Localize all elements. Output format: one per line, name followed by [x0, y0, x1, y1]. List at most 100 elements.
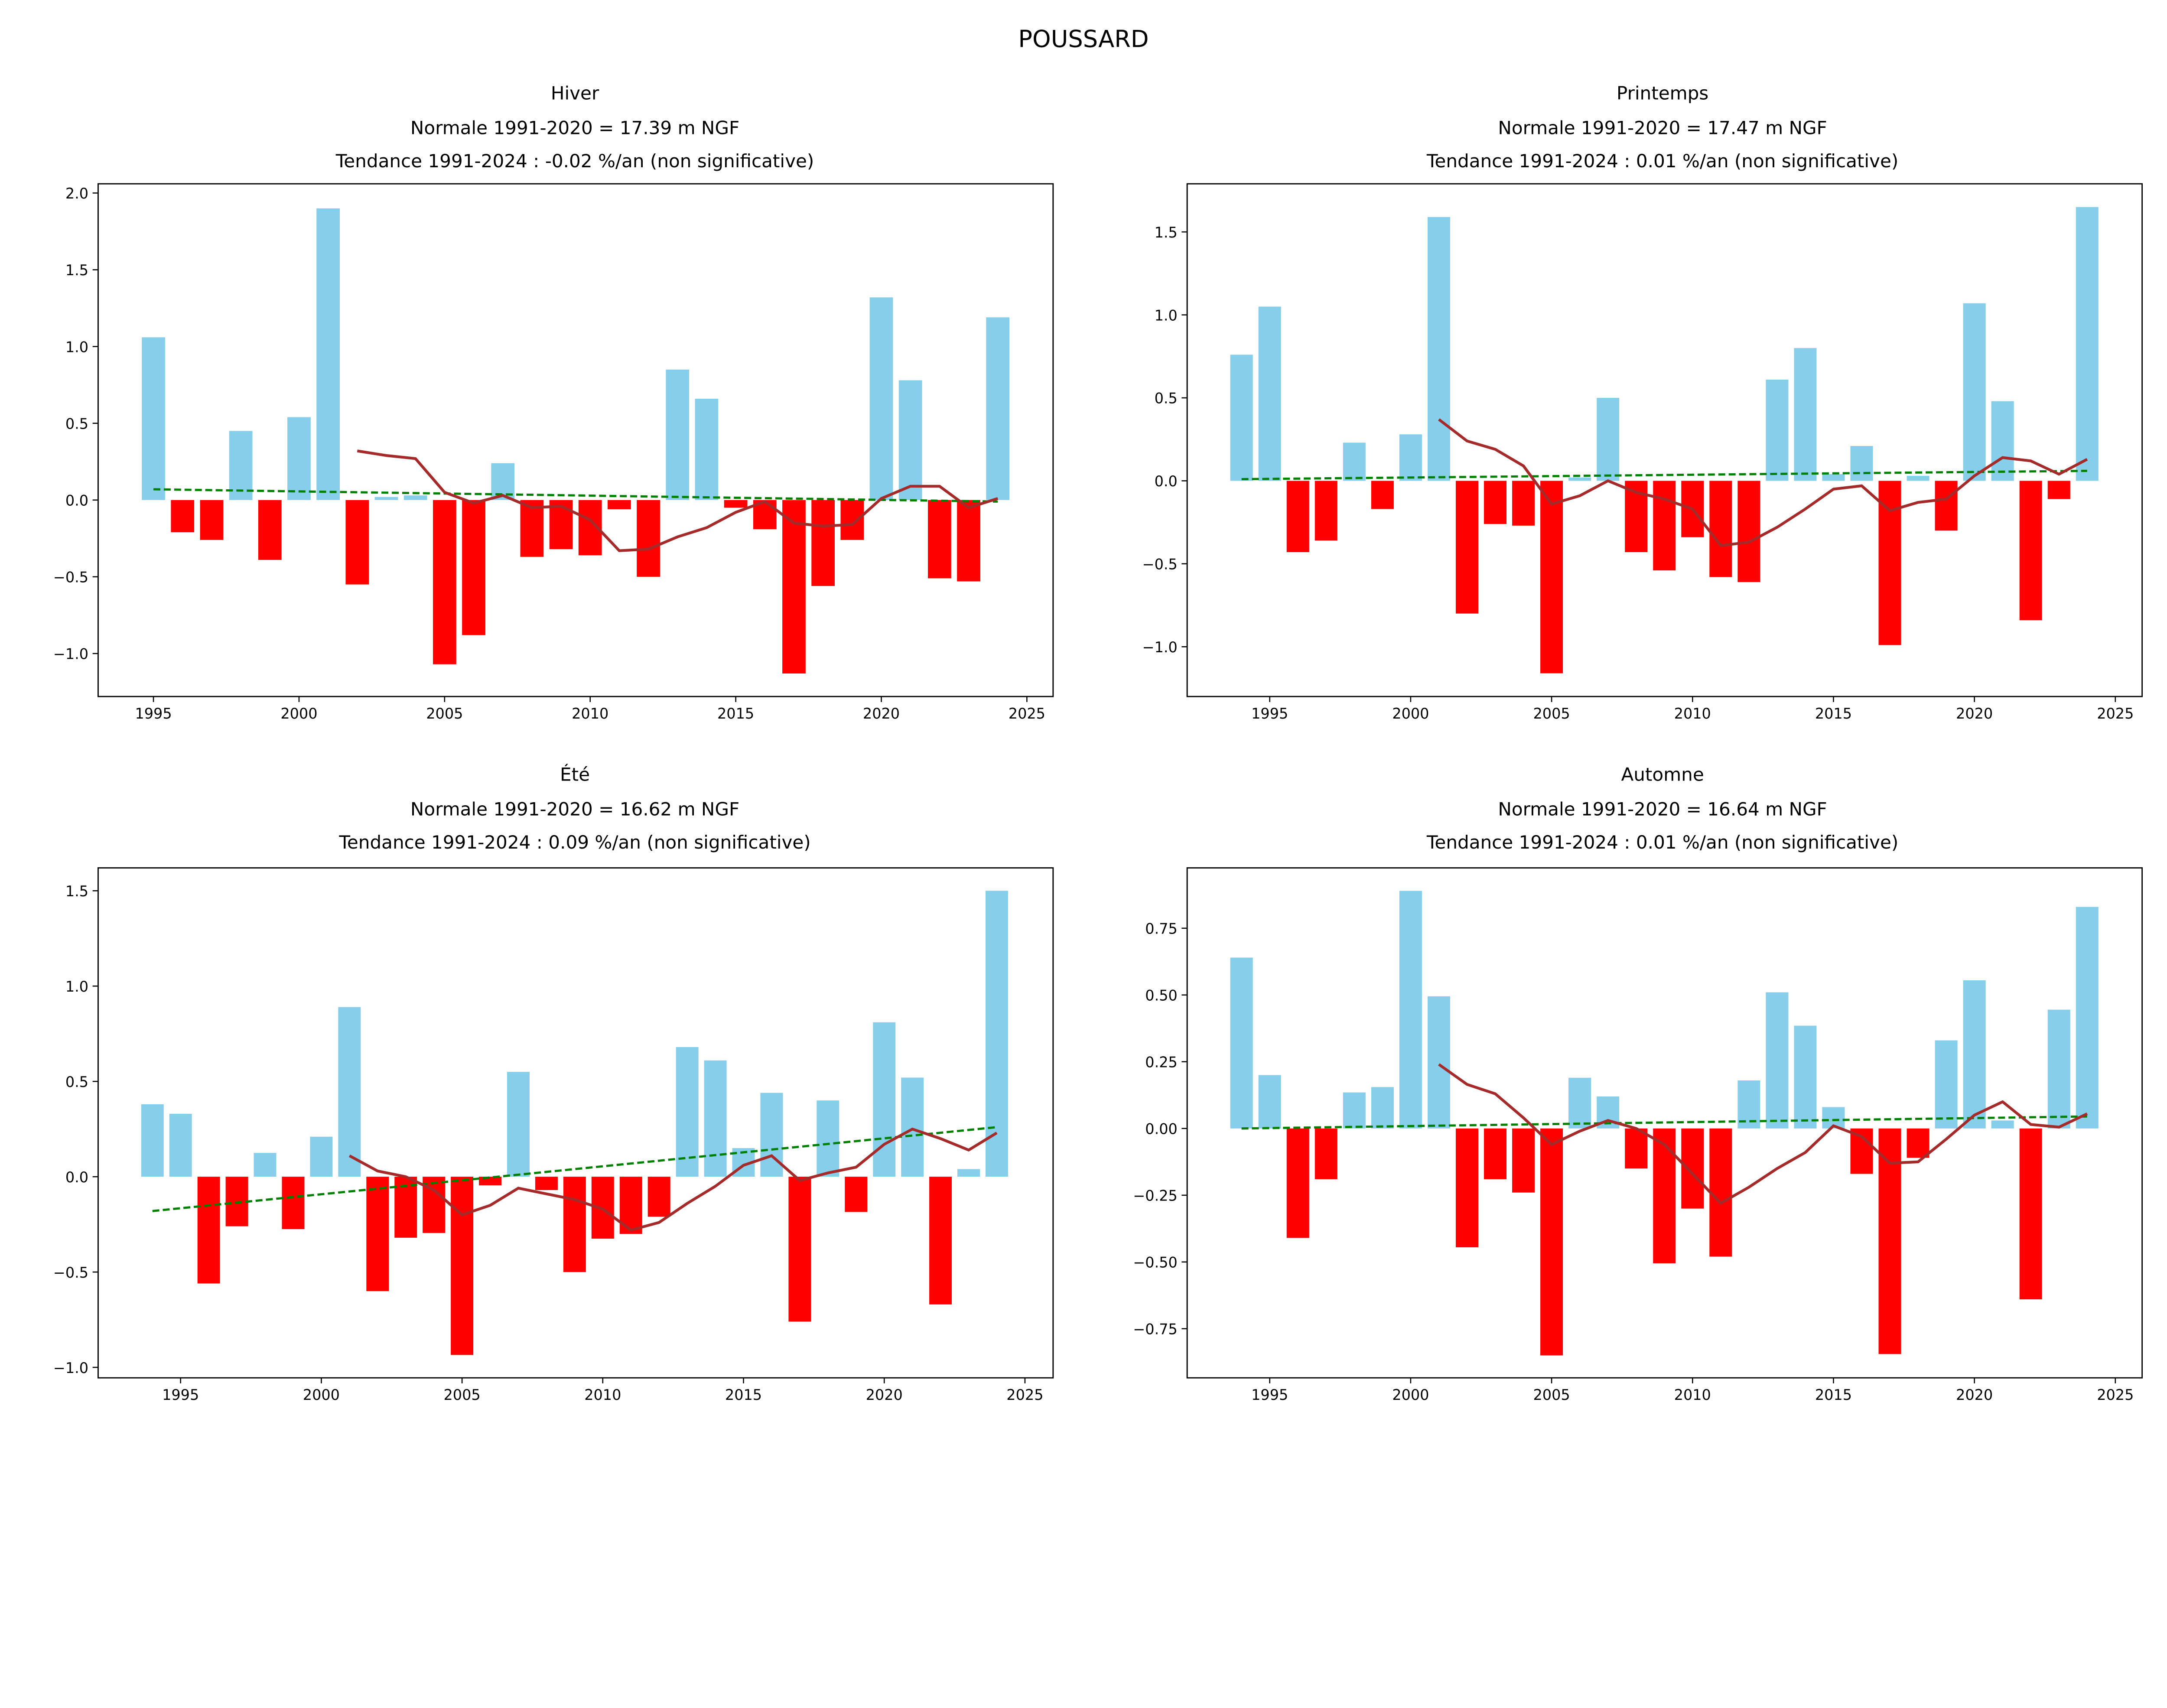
moving-average-line	[1438, 1063, 2088, 1205]
x-tick-label: 2000	[280, 705, 317, 722]
y-tick-label: 1.0	[65, 338, 88, 355]
y-tick-label: 1.5	[65, 262, 88, 279]
bar	[676, 1047, 699, 1177]
x-tick-label: 2010	[1674, 705, 1711, 722]
x-tick-label: 2000	[303, 1386, 340, 1403]
x-tick-label: 2015	[717, 705, 754, 722]
bar	[1512, 1128, 1535, 1193]
bar	[169, 1113, 192, 1177]
bar	[1907, 475, 1929, 481]
bar	[666, 369, 690, 500]
bar	[1850, 446, 1873, 481]
bar	[479, 1177, 502, 1185]
subplot-automne: Automne Normale 1991-2020 = 16.64 m NGF …	[1426, 764, 1898, 853]
bar	[869, 297, 893, 500]
bar	[316, 208, 340, 500]
bar	[462, 500, 485, 635]
axes-frame	[97, 183, 1054, 697]
bar	[258, 500, 282, 560]
bar	[1540, 1128, 1563, 1356]
y-tick-label: −0.5	[1142, 556, 1178, 573]
bar	[2019, 481, 2042, 621]
bar	[637, 500, 660, 577]
y-tick-label: 0.0	[1155, 473, 1178, 490]
subplot-title: Printemps	[1617, 83, 1708, 104]
bar	[1315, 481, 1337, 541]
bar	[1484, 481, 1507, 524]
bar	[898, 380, 922, 500]
bar	[1540, 481, 1563, 673]
trend-line	[1241, 1115, 2087, 1130]
axes-0: 1995 2000 2005 2010 2015 2020 2025 −1.0 −0.5 0.0 0…	[53, 183, 1054, 722]
axes-frame	[1186, 867, 2143, 1379]
bar	[929, 1177, 952, 1305]
bar	[608, 500, 631, 510]
bar	[433, 500, 456, 664]
bar	[2047, 1009, 2070, 1129]
bar	[1766, 379, 1789, 481]
subplot-hiver: Hiver Normale 1991-2020 = 17.39 m NGF Te…	[335, 83, 814, 172]
subplot-trend-text: Tendance 1991-2024 : -0.02 %/an (non sig…	[335, 150, 814, 172]
bar	[811, 500, 835, 586]
trend-line	[152, 1126, 997, 1212]
suptitle: POUSSARD	[1018, 25, 1149, 52]
x-tick-label: 1995	[1251, 705, 1288, 722]
bar	[1286, 1128, 1309, 1238]
bar	[1230, 957, 1253, 1129]
bar	[2076, 907, 2099, 1129]
bar	[1935, 1040, 1958, 1129]
y-tick-label: 1.5	[65, 883, 88, 900]
y-tick-label: −0.25	[1133, 1187, 1178, 1204]
x-tick-label: 2010	[584, 1386, 621, 1403]
bar	[1794, 1025, 1817, 1129]
y-tick-label: −1.0	[1142, 639, 1178, 656]
y-tick-label: −0.50	[1133, 1254, 1178, 1271]
bar	[788, 1177, 811, 1322]
subplot-title: Été	[560, 764, 590, 785]
y-tick-label: 0.0	[65, 492, 88, 509]
bar	[535, 1177, 558, 1190]
moving-average-line	[348, 1127, 998, 1232]
subplot-trend-text: Tendance 1991-2024 : 0.09 %/an (non sign…	[338, 832, 810, 853]
bar	[2019, 1128, 2042, 1300]
bar	[282, 1177, 305, 1230]
x-tick-label: 2005	[426, 705, 463, 722]
y-tick-label: 0.50	[1145, 987, 1178, 1004]
y-tick-label: 1.0	[65, 978, 88, 995]
bar	[254, 1153, 277, 1177]
bar	[1963, 980, 1986, 1129]
moving-average-line	[357, 449, 999, 552]
x-tick-label: 2025	[1009, 705, 1045, 722]
bar	[1597, 397, 1620, 481]
bar	[901, 1077, 924, 1177]
axes-1: 1995 2000 2005 2010 2015 2020 2025 −1.0 −0.5 0.0 0…	[1142, 183, 2143, 722]
bar	[817, 1100, 839, 1177]
subplot-normal: Normale 1991-2020 = 17.47 m NGF	[1498, 117, 1827, 138]
x-tick-label: 2025	[2097, 705, 2134, 722]
bar	[366, 1177, 389, 1292]
bar	[1681, 1128, 1704, 1209]
bar	[1794, 348, 1817, 481]
bar	[957, 500, 980, 582]
subplot-title: Hiver	[551, 83, 599, 104]
bar	[1427, 217, 1450, 481]
bar	[1568, 477, 1591, 481]
bar	[1427, 996, 1450, 1129]
x-tick-label: 1995	[135, 705, 172, 722]
bar	[1991, 1120, 2014, 1129]
bar	[141, 1104, 164, 1177]
x-tick-label: 1995	[1251, 1386, 1288, 1403]
axes-3: 1995 2000 2005 2010 2015 2020 2025 −0.75 −0.50 −0…	[1133, 867, 2143, 1403]
axes-2: 1995 2000 2005 2010 2015 2020 2025 −1.0 −0.5 0.0 0…	[53, 867, 1054, 1403]
y-tick-label: 0.75	[1145, 921, 1178, 937]
y-tick-label: −1.0	[53, 646, 88, 663]
subplot-printemps: Printemps Normale 1991-2020 = 17.47 m NG…	[1426, 83, 1898, 172]
bar	[1653, 1128, 1676, 1263]
x-tick-label: 2015	[1815, 1386, 1852, 1403]
bar	[704, 1060, 727, 1177]
subplot-trend-text: Tendance 1991-2024 : 0.01 %/an (non sign…	[1426, 832, 1898, 853]
y-tick-label: 0.00	[1145, 1121, 1178, 1138]
y-tick-label: −0.5	[53, 1264, 88, 1281]
bar	[1907, 1128, 1929, 1158]
bar	[724, 500, 748, 508]
